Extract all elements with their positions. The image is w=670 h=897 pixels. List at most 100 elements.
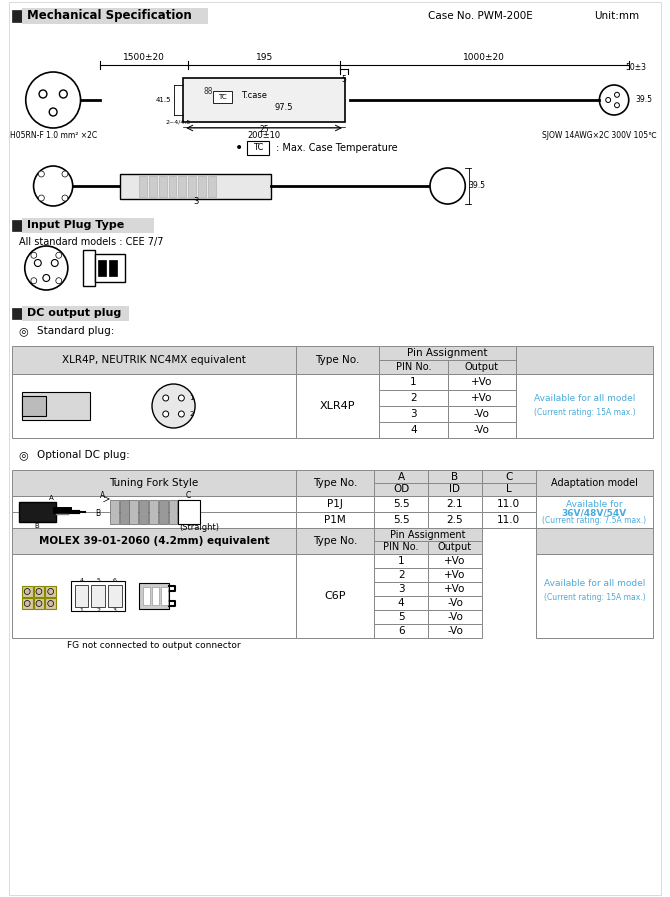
- Bar: [375, 541, 428, 554]
- Bar: [428, 596, 482, 610]
- Bar: [91, 585, 105, 607]
- Text: XLR4P, NEUTRIK NC4MX equivalent: XLR4P, NEUTRIK NC4MX equivalent: [62, 355, 246, 365]
- Circle shape: [24, 600, 30, 606]
- Circle shape: [163, 395, 169, 401]
- Text: -Vo: -Vo: [474, 425, 490, 435]
- Circle shape: [36, 600, 42, 606]
- Text: (Current rating: 15A max.): (Current rating: 15A max.): [534, 408, 636, 417]
- Circle shape: [38, 171, 44, 177]
- Bar: [375, 528, 482, 541]
- Bar: [536, 554, 653, 638]
- Text: (Straight): (Straight): [179, 524, 219, 533]
- Text: 1: 1: [189, 395, 194, 401]
- Bar: [536, 528, 653, 554]
- Text: -Vo: -Vo: [447, 598, 463, 608]
- Bar: [169, 500, 178, 524]
- Bar: [208, 176, 216, 197]
- Text: 50±3: 50±3: [625, 64, 646, 73]
- Bar: [184, 78, 345, 122]
- Text: All standard models : CEE 7/7: All standard models : CEE 7/7: [19, 237, 163, 247]
- Bar: [375, 582, 428, 596]
- Text: B: B: [34, 523, 39, 529]
- Text: C6P: C6P: [324, 591, 346, 601]
- Circle shape: [178, 411, 184, 417]
- Text: 2.5: 2.5: [447, 515, 463, 525]
- Text: P1J: P1J: [327, 499, 343, 509]
- Circle shape: [606, 98, 610, 102]
- Bar: [296, 554, 375, 638]
- Circle shape: [48, 588, 54, 595]
- Text: Optional DC plug:: Optional DC plug:: [36, 450, 129, 460]
- Text: OD: OD: [393, 484, 409, 494]
- Bar: [296, 374, 379, 438]
- Text: 6: 6: [113, 578, 117, 582]
- Bar: [428, 512, 482, 528]
- Text: +Vo: +Vo: [444, 556, 466, 566]
- Bar: [428, 568, 482, 582]
- Bar: [149, 500, 158, 524]
- Text: 2: 2: [398, 570, 405, 580]
- Text: ◎: ◎: [19, 326, 29, 336]
- Bar: [12, 346, 296, 374]
- Text: Output: Output: [438, 543, 472, 553]
- Bar: [129, 500, 138, 524]
- Text: ID: ID: [450, 484, 460, 494]
- Text: Mechanical Specification: Mechanical Specification: [27, 10, 192, 22]
- Bar: [159, 500, 168, 524]
- Bar: [108, 585, 122, 607]
- Bar: [482, 483, 536, 496]
- Bar: [46, 598, 56, 609]
- Circle shape: [48, 600, 54, 606]
- Text: 6: 6: [398, 626, 405, 636]
- Circle shape: [31, 278, 37, 283]
- Bar: [428, 496, 482, 512]
- Circle shape: [56, 278, 62, 283]
- Text: : Max. Case Temperature: : Max. Case Temperature: [276, 143, 398, 153]
- Bar: [12, 496, 296, 512]
- Text: +Vo: +Vo: [444, 584, 466, 594]
- Text: 2.1: 2.1: [447, 499, 463, 509]
- Text: Type No.: Type No.: [316, 355, 360, 365]
- Text: 4: 4: [398, 598, 405, 608]
- Bar: [375, 568, 428, 582]
- Text: Output: Output: [465, 362, 499, 372]
- Circle shape: [31, 252, 37, 258]
- Text: B: B: [96, 509, 100, 518]
- Text: 5.5: 5.5: [393, 515, 409, 525]
- Text: +Vo: +Vo: [471, 377, 492, 387]
- Text: 36V/48V/54V: 36V/48V/54V: [562, 508, 627, 518]
- Bar: [12, 10, 22, 22]
- Bar: [296, 496, 375, 512]
- Bar: [98, 260, 106, 276]
- Text: -Vo: -Vo: [474, 409, 490, 419]
- Bar: [34, 598, 44, 609]
- Bar: [110, 500, 119, 524]
- Text: Available for: Available for: [566, 501, 623, 509]
- Bar: [152, 587, 159, 605]
- Text: Available for all model: Available for all model: [544, 579, 645, 588]
- Bar: [516, 374, 653, 438]
- Text: 3: 3: [398, 584, 405, 594]
- Bar: [448, 422, 516, 438]
- Bar: [22, 306, 129, 321]
- Bar: [143, 587, 150, 605]
- Bar: [296, 528, 375, 554]
- Text: •: •: [235, 141, 243, 155]
- Text: Adaptation model: Adaptation model: [551, 478, 638, 488]
- Text: -Vo: -Vo: [447, 612, 463, 622]
- Bar: [428, 624, 482, 638]
- Bar: [428, 470, 482, 483]
- Bar: [296, 512, 375, 528]
- Bar: [12, 470, 296, 496]
- Text: Input Plug Type: Input Plug Type: [27, 221, 124, 231]
- Bar: [375, 554, 428, 568]
- Bar: [375, 483, 428, 496]
- Bar: [19, 502, 56, 522]
- Bar: [139, 176, 147, 197]
- Text: 41.5: 41.5: [156, 97, 172, 103]
- Bar: [247, 141, 269, 155]
- Text: PIN No.: PIN No.: [383, 543, 419, 553]
- Circle shape: [38, 195, 44, 201]
- Bar: [428, 554, 482, 568]
- Text: 200±10: 200±10: [247, 130, 281, 140]
